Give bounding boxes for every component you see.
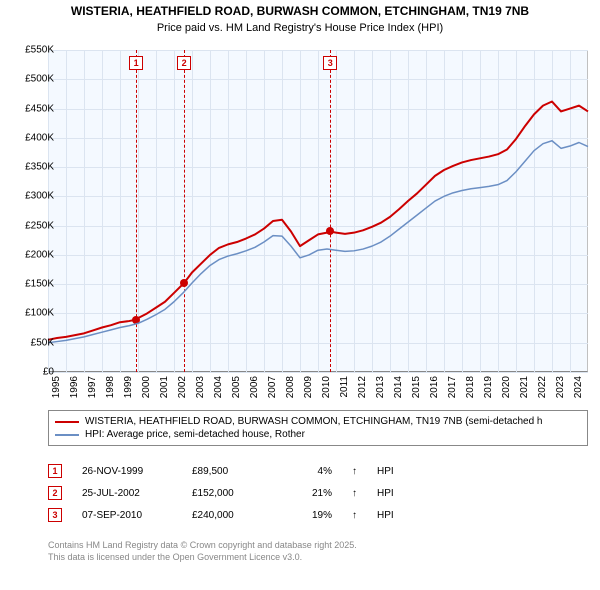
x-axis-label: 2012 [357,376,368,398]
y-axis-label: £150K [25,279,54,290]
legend-label-2: HPI: Average price, semi-detached house,… [85,429,305,440]
x-axis-label: 1998 [105,376,116,398]
transaction-row: 3 07-SEP-2010 £240,000 19% ↑ HPI [48,504,588,526]
y-axis-label: £50K [31,337,54,348]
x-axis-label: 2020 [501,376,512,398]
x-axis-label: 2024 [573,376,584,398]
x-axis-label: 2011 [339,376,350,398]
x-axis-label: 1997 [87,376,98,398]
y-axis-label: £250K [25,220,54,231]
x-axis-label: 2019 [483,376,494,398]
x-axis-label: 2018 [465,376,476,398]
legend-swatch-1 [55,421,79,423]
y-axis-label: £550K [25,45,54,56]
transaction-row: 1 26-NOV-1999 £89,500 4% ↑ HPI [48,460,588,482]
footer-attribution: Contains HM Land Registry data © Crown c… [48,540,588,563]
x-axis-label: 1995 [51,376,62,398]
y-axis-label: £350K [25,162,54,173]
tx-date: 26-NOV-1999 [82,466,172,477]
y-axis-label: £450K [25,103,54,114]
x-axis-label: 2015 [411,376,422,398]
tx-pct: 21% [292,488,332,499]
tx-badge: 1 [48,464,62,478]
footer-line2: This data is licensed under the Open Gov… [48,552,588,564]
x-axis-label: 2001 [159,376,170,398]
legend-label-1: WISTERIA, HEATHFIELD ROAD, BURWASH COMMO… [85,416,543,427]
tx-badge: 2 [48,486,62,500]
x-axis-label: 1996 [69,376,80,398]
tx-date: 07-SEP-2010 [82,510,172,521]
tx-price: £89,500 [192,466,272,477]
tx-suffix: HPI [377,510,394,521]
x-axis-label: 2000 [141,376,152,398]
x-axis-label: 2002 [177,376,188,398]
x-axis-label: 2017 [447,376,458,398]
chart-title-line1: WISTERIA, HEATHFIELD ROAD, BURWASH COMMO… [0,0,600,22]
tx-date: 25-JUL-2002 [82,488,172,499]
line-series-svg [48,50,588,372]
legend-box: WISTERIA, HEATHFIELD ROAD, BURWASH COMMO… [48,410,588,446]
chart-title-line2: Price paid vs. HM Land Registry's House … [0,22,600,38]
chart-area: 123 [48,50,588,372]
x-axis-label: 2014 [393,376,404,398]
gridline-h [48,372,588,373]
arrow-up-icon: ↑ [352,466,357,477]
tx-pct: 4% [292,466,332,477]
x-axis-label: 2007 [267,376,278,398]
x-axis-label: 2016 [429,376,440,398]
y-axis-label: £500K [25,74,54,85]
tx-suffix: HPI [377,466,394,477]
tx-badge: 3 [48,508,62,522]
footer-line1: Contains HM Land Registry data © Crown c… [48,540,588,552]
series-line [48,102,588,340]
series-line [48,141,588,343]
x-axis-label: 2022 [537,376,548,398]
x-axis-label: 2023 [555,376,566,398]
x-axis-label: 2006 [249,376,260,398]
tx-suffix: HPI [377,488,394,499]
x-axis-label: 2005 [231,376,242,398]
x-axis-label: 2009 [303,376,314,398]
transactions-table: 1 26-NOV-1999 £89,500 4% ↑ HPI 2 25-JUL-2002 £15… [48,460,588,526]
y-axis-label: £400K [25,132,54,143]
x-axis-label: 1999 [123,376,134,398]
x-axis-label: 2013 [375,376,386,398]
x-axis-label: 2004 [213,376,224,398]
arrow-up-icon: ↑ [352,488,357,499]
legend-row-1: WISTERIA, HEATHFIELD ROAD, BURWASH COMMO… [55,415,581,428]
legend-row-2: HPI: Average price, semi-detached house,… [55,428,581,441]
x-axis-label: 2010 [321,376,332,398]
x-axis-label: 2003 [195,376,206,398]
tx-price: £240,000 [192,510,272,521]
tx-price: £152,000 [192,488,272,499]
x-axis-label: 2021 [519,376,530,398]
legend-swatch-2 [55,434,79,436]
arrow-up-icon: ↑ [352,510,357,521]
transaction-row: 2 25-JUL-2002 £152,000 21% ↑ HPI [48,482,588,504]
y-axis-label: £200K [25,249,54,260]
y-axis-label: £100K [25,308,54,319]
tx-pct: 19% [292,510,332,521]
y-axis-label: £300K [25,191,54,202]
x-axis-label: 2008 [285,376,296,398]
